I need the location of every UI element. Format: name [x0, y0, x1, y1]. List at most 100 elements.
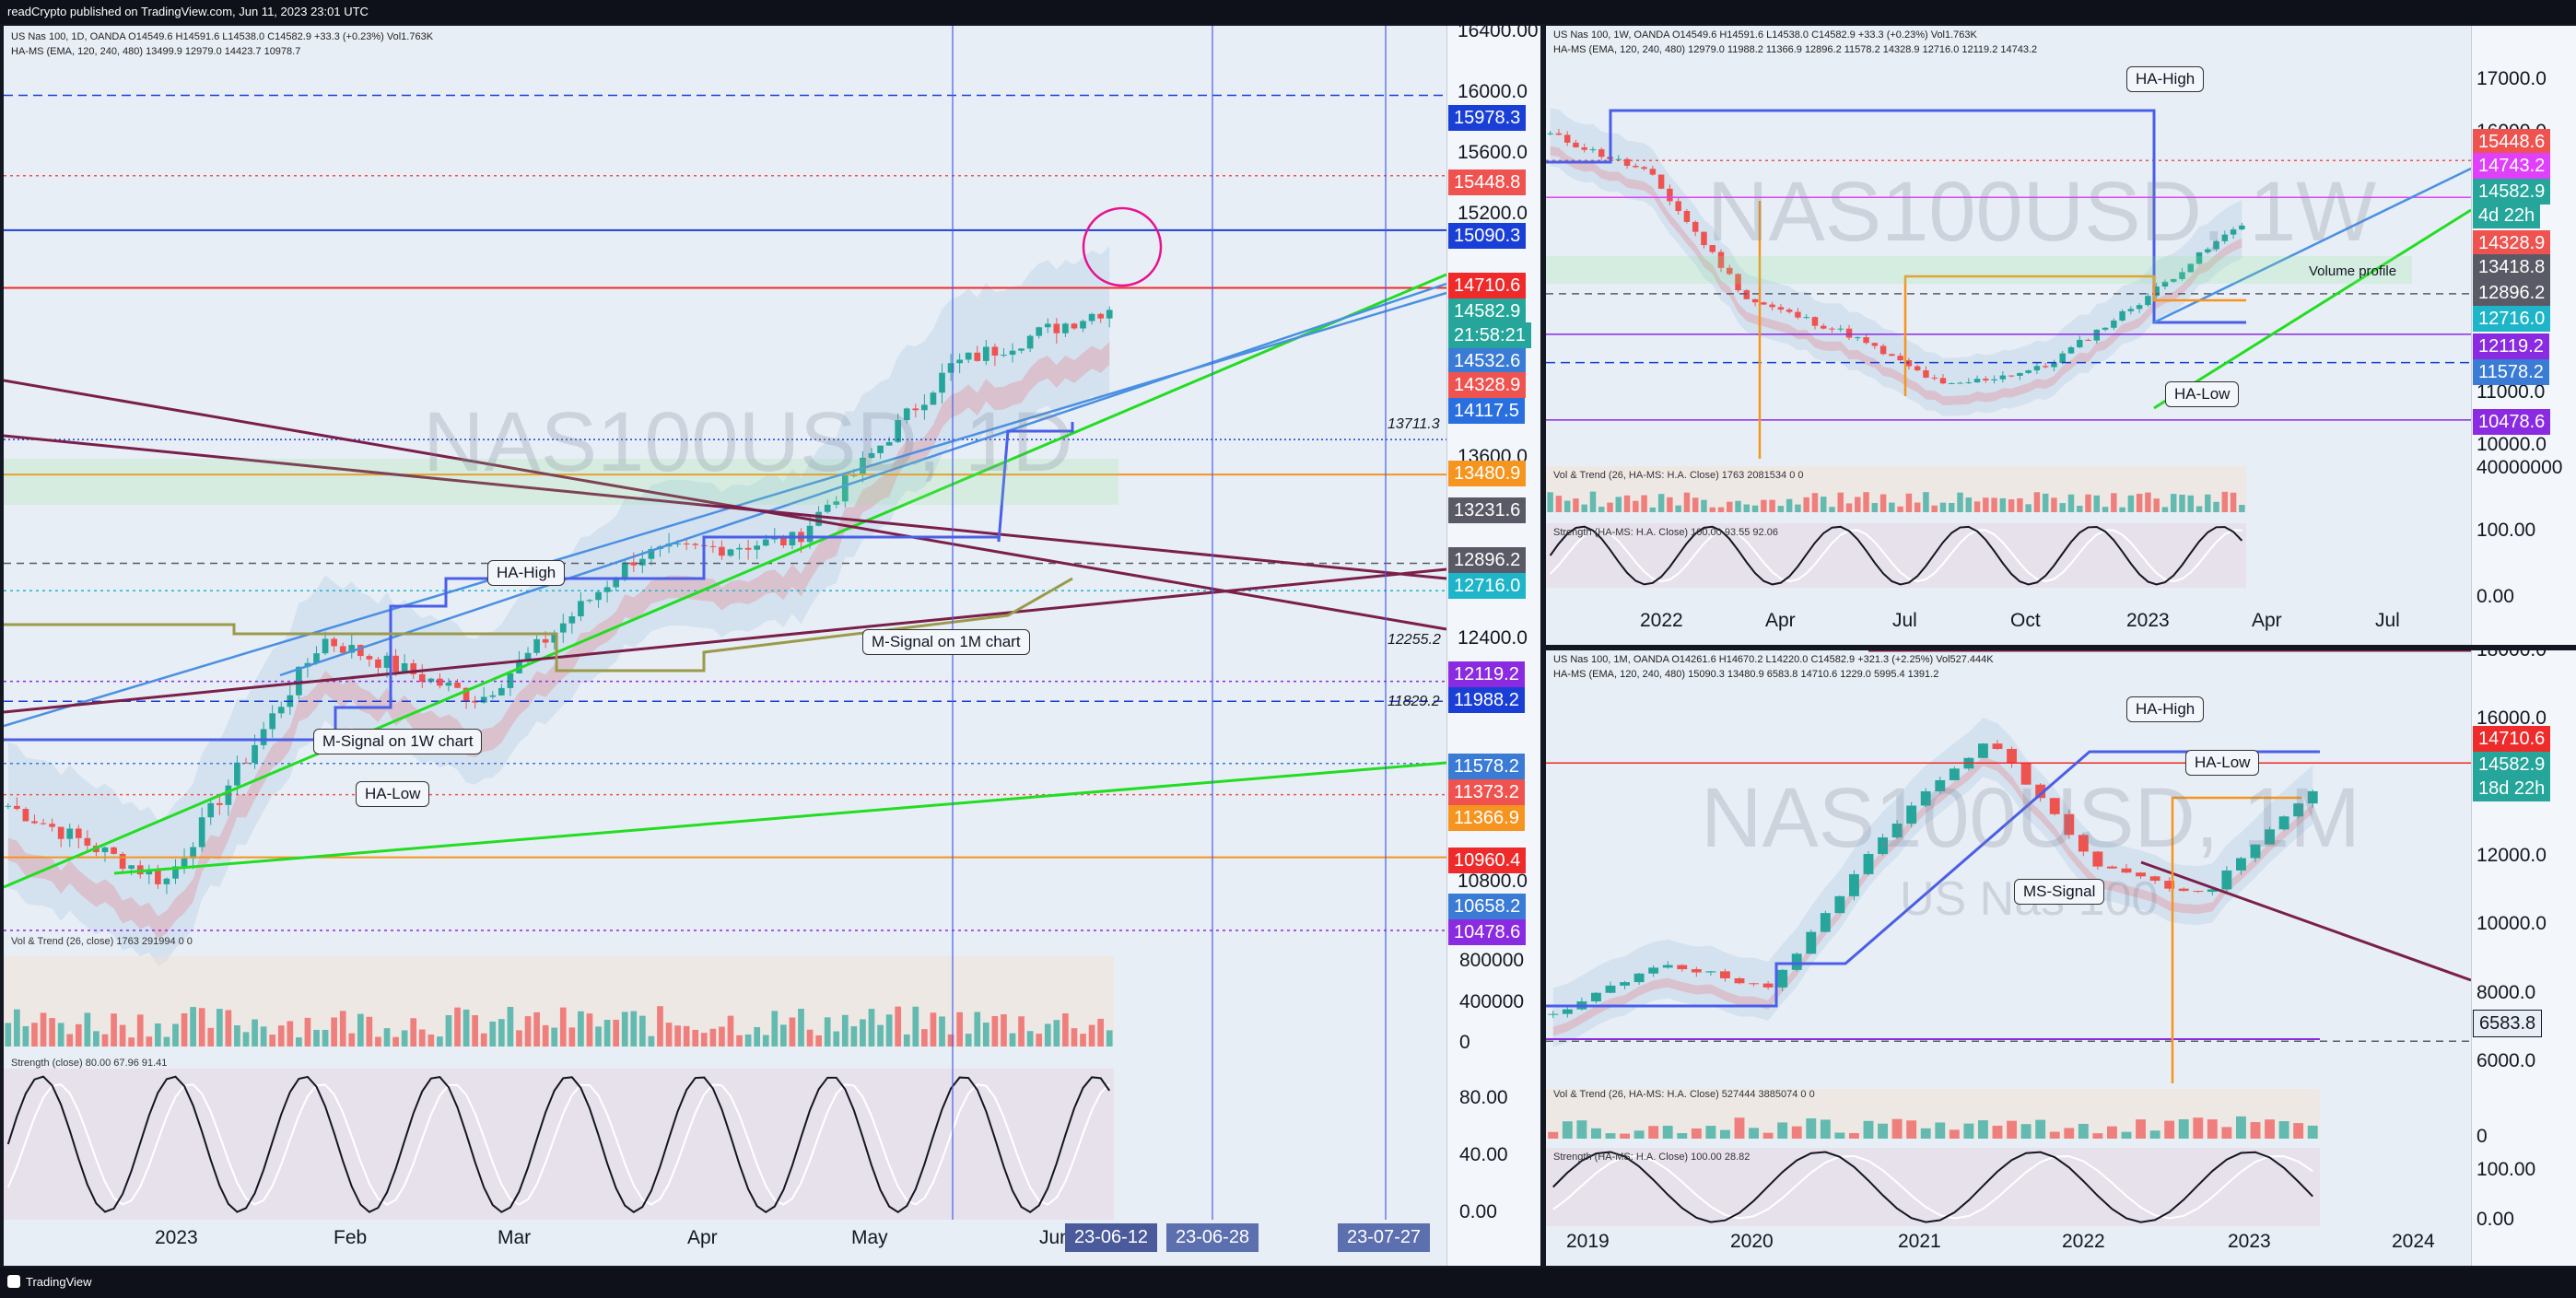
- daily-price-tag: 15448.8: [1448, 170, 1527, 195]
- daily-candle-body: [1080, 321, 1086, 329]
- daily-chart-svg[interactable]: [4, 26, 1540, 1266]
- monthly-candle-body: [2049, 798, 2060, 814]
- panel-divider-vertical[interactable]: [1540, 26, 1546, 1266]
- weekly-volume-bar: [2051, 497, 2057, 512]
- daily-candle-body: [357, 645, 364, 657]
- monthly-candle-body: [1591, 992, 1601, 1002]
- weekly-legend-symbol: US Nas 100, 1W, OANDA O14549.6 H14591.6 …: [1553, 29, 1977, 41]
- daily-trendline-green-lower: [113, 761, 1447, 875]
- daily-volume-bar: [921, 1029, 928, 1047]
- daily-volume-bar: [57, 1023, 64, 1047]
- weekly-candle-body: [2085, 339, 2091, 341]
- daily-volume-bar: [912, 1006, 919, 1047]
- daily-price-tick: 12400.0: [1458, 627, 1528, 649]
- daily-candle-body: [762, 539, 769, 546]
- weekly-volume-bar: [1743, 504, 1751, 512]
- daily-candle-body: [1097, 313, 1105, 319]
- weekly-volume-bar: [1863, 492, 1869, 512]
- daily-candle-body: [480, 696, 487, 703]
- daily-candle-body: [1044, 323, 1051, 328]
- monthly-volume-bar: [1891, 1118, 1903, 1139]
- weekly-volume-bar: [2161, 507, 2169, 512]
- weekly-volume-bar: [2213, 501, 2219, 512]
- weekly-volume-bar: [2111, 493, 2117, 512]
- daily-volume-bar: [780, 1024, 787, 1047]
- daily-volume-bar: [524, 1016, 532, 1047]
- daily-candle-body: [445, 682, 452, 686]
- weekly-volume-bar: [1897, 506, 1903, 512]
- weekly-candle-body: [1589, 149, 1597, 151]
- weekly-candle-body: [1727, 267, 1733, 275]
- weekly-candle-body: [2179, 272, 2185, 279]
- daily-str-ticks: 40.00: [1459, 1144, 1508, 1165]
- weekly-volume-bar: [1657, 494, 1665, 512]
- weekly-volume-bar: [1811, 493, 1819, 512]
- daily-chart-panel[interactable]: NAS100USD, 1D US Nas 100, 1D, OANDA O145…: [4, 26, 1540, 1266]
- monthly-volume-bar: [1978, 1120, 1988, 1139]
- weekly-volume-bar: [2153, 498, 2160, 512]
- monthly-volume-bar: [1576, 1120, 1587, 1139]
- daily-volume-bar: [630, 1011, 638, 1047]
- weekly-volume-bar: [1820, 497, 1827, 512]
- daily-volume-bar: [498, 1019, 505, 1047]
- monthly-candle-body: [2092, 851, 2103, 867]
- daily-volume-bar: [1044, 1023, 1051, 1047]
- monthly-volume-bar: [2092, 1133, 2103, 1139]
- monthly-x-2021: 2021: [1898, 1231, 1941, 1252]
- monthly-candle-body: [1878, 837, 1888, 854]
- panel-divider-horizontal[interactable]: [1546, 645, 2576, 650]
- daily-candle-body: [322, 638, 329, 654]
- monthly-price-tag: 14582.9: [2473, 752, 2551, 778]
- weekly-volume-bar: [1973, 501, 1981, 512]
- weekly-chart-panel[interactable]: NAS100USD, 1W US Nas 100, 1W, OANDA O145…: [1546, 26, 2576, 645]
- weekly-volume-bar: [1563, 500, 1571, 512]
- weekly-candle-body: [2153, 286, 2160, 297]
- weekly-price-tick: 11000.0: [2476, 381, 2546, 403]
- daily-volume-bar: [850, 1026, 858, 1047]
- daily-candle-body: [410, 663, 417, 674]
- daily-candle-body: [903, 408, 910, 421]
- daily-volume-bar: [66, 1034, 74, 1047]
- daily-price-tick: 16400.00: [1458, 26, 1539, 41]
- daily-volume-bar: [860, 1019, 866, 1047]
- daily-candle-body: [313, 653, 320, 663]
- weekly-volume-bar: [2205, 494, 2211, 512]
- weekly-candle-body: [2042, 366, 2049, 368]
- daily-volume-bar: [762, 1035, 769, 1047]
- weekly-candle-body: [1923, 369, 1929, 378]
- monthly-candle-body: [1705, 971, 1716, 973]
- daily-price-tick: 15600.0: [1458, 141, 1528, 163]
- weekly-candle-body: [1855, 337, 1861, 339]
- weekly-candle-body: [2239, 225, 2245, 230]
- monthly-candle-body: [2121, 868, 2132, 873]
- weekly-volume-bar: [2042, 493, 2049, 512]
- weekly-candle-body: [1761, 302, 1767, 305]
- monthly-volume-bar: [1963, 1123, 1974, 1139]
- weekly-volume-bar: [1837, 492, 1844, 512]
- daily-volume-profile-zone: [4, 459, 1118, 505]
- daily-candle-body: [895, 420, 902, 442]
- weekly-candle-body: [1573, 142, 1579, 147]
- weekly-volume-profile-zone: [1546, 256, 2412, 284]
- monthly-volume-bar: [1562, 1121, 1573, 1139]
- weekly-candle-body: [2195, 251, 2203, 264]
- daily-candle-body: [463, 687, 470, 701]
- monthly-chart-svg[interactable]: [1546, 650, 2576, 1266]
- daily-candle-body: [489, 695, 497, 697]
- daily-volume-bar: [146, 1036, 153, 1047]
- daily-candle-body: [22, 809, 29, 822]
- weekly-chart-svg[interactable]: [1546, 26, 2576, 645]
- weekly-volume-bar: [1573, 498, 1579, 512]
- monthly-chart-panel[interactable]: NAS100USD, 1M US Nas 100 US Nas 100, 1M,…: [1546, 650, 2576, 1266]
- daily-volume-bar: [578, 1011, 584, 1047]
- monthly-candle-body: [2136, 872, 2146, 877]
- daily-volume-bar: [489, 1021, 497, 1047]
- daily-volume-bar: [719, 1026, 725, 1047]
- daily-candle-body: [815, 511, 822, 526]
- daily-candle-body: [551, 632, 558, 643]
- daily-price-tag: 21:58:21: [1448, 322, 1531, 348]
- monthly-candle-body: [1734, 977, 1745, 984]
- monthly-volume-bar: [2278, 1121, 2289, 1139]
- monthly-volume-bar: [1605, 1133, 1616, 1139]
- daily-candle-body: [155, 871, 161, 884]
